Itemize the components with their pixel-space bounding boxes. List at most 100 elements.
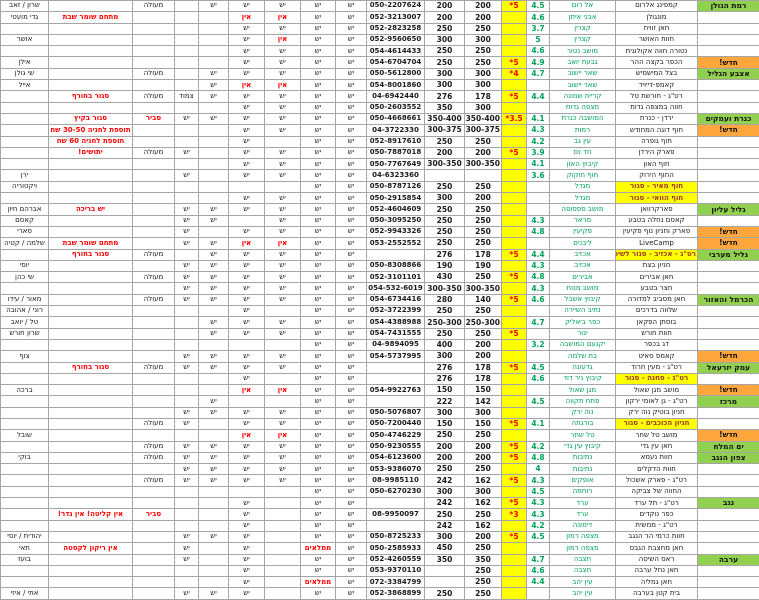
phone-cell[interactable]: 050-7767649	[366, 158, 425, 171]
check-col-4-cell[interactable]: יש	[228, 542, 265, 555]
price-col1-cell[interactable]: 250	[464, 463, 502, 476]
check-col-4-cell[interactable]	[228, 485, 265, 499]
check-col-4-cell[interactable]: יש	[228, 56, 265, 69]
camp-name-cell[interactable]: חוף דוגה המחודש	[615, 124, 698, 137]
rating-cell[interactable]: 4.3	[526, 214, 550, 227]
price-col1-cell[interactable]: 250	[464, 305, 502, 318]
check-col-3-cell[interactable]: יש	[264, 124, 301, 137]
phone-cell[interactable]: 050-2603552	[366, 101, 425, 114]
contact-names-cell[interactable]	[0, 22, 49, 35]
camp-name-cell[interactable]: קאמפ-דייויד	[615, 79, 698, 92]
rating-cell[interactable]: 4.6	[526, 372, 550, 386]
notes-cell[interactable]	[48, 429, 133, 442]
star-rating-cell[interactable]: 5*	[501, 440, 527, 453]
price-col1-cell[interactable]: 250	[464, 56, 502, 69]
contact-names-cell[interactable]: גדי מועטי	[0, 11, 49, 24]
check-col-6-cell[interactable]: צמוד	[174, 90, 199, 103]
camp-name-cell[interactable]: פארקרוואן	[615, 203, 698, 216]
check-col-5-cell[interactable]	[198, 372, 229, 386]
camp-name-cell[interactable]: חניון בוטיק נוה ירק	[615, 406, 698, 419]
region-cell[interactable]	[697, 305, 759, 318]
check-col-4-cell[interactable]: יש	[228, 33, 265, 47]
camp-name-cell[interactable]: חצר בטבע	[615, 282, 698, 295]
check-col-3-cell[interactable]: יש	[264, 225, 301, 239]
contact-names-cell[interactable]: מאור / עידו	[0, 293, 49, 307]
notes-cell[interactable]	[48, 67, 133, 81]
check-col-4-cell[interactable]: יש	[228, 293, 265, 307]
rating-cell[interactable]	[526, 350, 550, 363]
star-rating-cell[interactable]	[501, 463, 527, 476]
phone-cell[interactable]	[366, 372, 425, 386]
check-col-3-cell[interactable]	[264, 485, 301, 499]
check-col-5-cell[interactable]: יש	[198, 327, 229, 340]
check-col-5-cell[interactable]: יש	[198, 474, 229, 487]
rating-cell[interactable]: 4.5	[526, 361, 550, 374]
check-col-6-cell[interactable]	[174, 124, 199, 137]
rating-cell[interactable]: 3.7	[526, 22, 550, 35]
camp-name-cell[interactable]: חאן מחצבת הגבס	[615, 542, 698, 555]
notes-cell[interactable]	[48, 372, 133, 386]
notes-cell[interactable]	[48, 33, 133, 47]
price-col1-cell[interactable]: 200	[464, 451, 502, 465]
location-cell[interactable]: חוף חוקוק	[549, 169, 616, 182]
check-col-2-cell[interactable]: יש	[300, 485, 336, 499]
quality-cell[interactable]: מעולה	[132, 0, 175, 13]
check-col-6-cell[interactable]	[174, 497, 199, 510]
rating-cell[interactable]: 4.4	[526, 248, 550, 261]
check-col-2-cell[interactable]: יש	[300, 112, 336, 126]
notes-cell[interactable]	[48, 214, 133, 227]
notes-cell[interactable]: מתחם שומר שבת	[48, 237, 133, 250]
check-col-1-cell[interactable]: יש	[335, 33, 367, 47]
check-col-5-cell[interactable]	[198, 56, 229, 69]
check-col-3-cell[interactable]	[264, 542, 301, 555]
price-col1-cell[interactable]: 300	[464, 67, 502, 81]
check-col-6-cell[interactable]: יש	[174, 112, 199, 126]
price-col2-cell[interactable]: 222	[424, 395, 465, 408]
notes-cell[interactable]	[48, 293, 133, 307]
rating-cell[interactable]: 4.5	[526, 485, 550, 499]
check-col-6-cell[interactable]	[174, 158, 199, 171]
check-col-4-cell[interactable]	[228, 338, 265, 352]
check-col-4-cell[interactable]: יש	[228, 350, 265, 363]
phone-cell[interactable]: 054-5737995	[366, 350, 425, 363]
star-rating-cell[interactable]	[501, 79, 527, 92]
check-col-1-cell[interactable]: יש	[335, 180, 367, 194]
phone-cell[interactable]: 052-4604609	[366, 203, 425, 216]
region-cell[interactable]	[697, 33, 759, 47]
price-col2-cell[interactable]: 250	[424, 203, 465, 216]
price-col2-cell[interactable]: 250	[424, 135, 465, 148]
star-rating-cell[interactable]	[501, 519, 527, 532]
quality-cell[interactable]: מעולה	[132, 67, 175, 81]
price-col1-cell[interactable]: 150	[464, 384, 502, 397]
check-col-4-cell[interactable]: יש	[228, 406, 265, 419]
check-col-4-cell[interactable]: יש	[228, 417, 265, 431]
phone-cell[interactable]	[366, 497, 425, 510]
camp-name-cell[interactable]: קמפינג אלרום	[615, 0, 698, 13]
check-col-5-cell[interactable]: יש	[198, 530, 229, 544]
location-cell[interactable]: קצרין	[549, 33, 616, 47]
price-col1-cell[interactable]: 250	[464, 180, 502, 194]
quality-cell[interactable]	[132, 237, 175, 250]
check-col-5-cell[interactable]	[198, 576, 229, 589]
rating-cell[interactable]	[526, 384, 550, 397]
star-rating-cell[interactable]: 5*	[501, 271, 527, 284]
check-col-6-cell[interactable]	[174, 485, 199, 499]
quality-cell[interactable]: מעולה	[132, 248, 175, 261]
check-col-5-cell[interactable]	[198, 429, 229, 442]
phone-cell[interactable]: 052-8917610	[366, 135, 425, 148]
notes-cell[interactable]	[48, 485, 133, 499]
region-cell[interactable]	[697, 508, 759, 521]
check-col-5-cell[interactable]	[198, 497, 229, 510]
check-col-4-cell[interactable]: יש	[228, 101, 265, 114]
rating-cell[interactable]	[526, 237, 550, 250]
notes-cell[interactable]	[48, 497, 133, 510]
check-col-1-cell[interactable]: יש	[335, 124, 367, 137]
star-rating-cell[interactable]: 5*	[501, 361, 527, 374]
rating-cell[interactable]: 4.4	[526, 576, 550, 589]
region-cell[interactable]	[697, 417, 759, 431]
check-col-6-cell[interactable]: יש	[174, 587, 199, 600]
quality-cell[interactable]	[132, 282, 175, 295]
location-cell[interactable]: חצבה	[549, 564, 616, 578]
notes-cell[interactable]: יתושים!	[48, 146, 133, 160]
quality-cell[interactable]	[132, 124, 175, 137]
